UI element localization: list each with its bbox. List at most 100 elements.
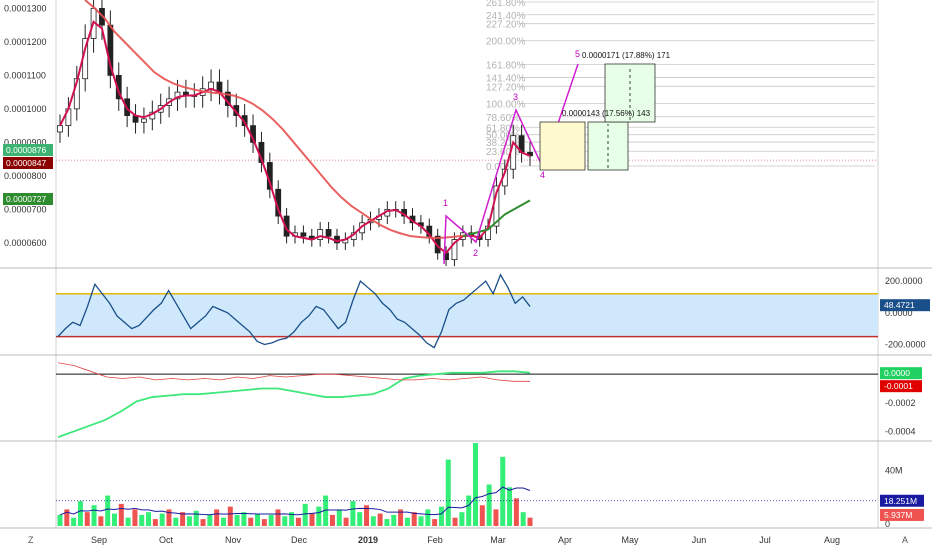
volume-bar	[146, 512, 152, 526]
volume-bar	[159, 513, 165, 526]
dir-y-tick: -0.0004	[885, 426, 916, 436]
candle-body	[174, 91, 181, 100]
volume-bar	[500, 456, 506, 526]
volume-bar	[418, 516, 424, 526]
volume-bar	[357, 512, 363, 526]
volume-bar	[398, 509, 404, 526]
volume-bar	[452, 517, 458, 526]
x-axis-tick: Sep	[91, 535, 107, 545]
candle-body	[317, 229, 324, 240]
x-axis-tick: Nov	[225, 535, 242, 545]
volume-bar	[139, 514, 145, 526]
fib-level-label: 100.00%	[486, 99, 526, 110]
volume-bar	[200, 519, 206, 526]
volume-bar	[438, 506, 444, 526]
vol-y-tick: 40M	[885, 466, 903, 476]
volume-bar	[459, 512, 465, 526]
volume-bar	[91, 505, 97, 526]
volume-bar	[166, 509, 172, 526]
x-axis-tick: Feb	[427, 535, 443, 545]
fib-level-label: 241.40%	[486, 11, 526, 22]
oscillator-panel: 200.0000 0.0000 -200.0000 48.4721	[56, 273, 930, 349]
candle-body	[325, 229, 332, 237]
candle-body	[283, 215, 290, 237]
osc-y-tick: 0.0000	[885, 308, 913, 318]
x-axis-tick: Oct	[159, 535, 174, 545]
green-ma-line	[462, 199, 531, 238]
oscillator-band-fill	[56, 293, 878, 337]
axes: Sep Oct Nov Dec 2019 Feb Mar Apr May Jun Jul Aug	[91, 535, 840, 545]
volume-bar	[309, 513, 315, 526]
x-axis-tick: Aug	[824, 535, 840, 545]
volume-bar	[180, 512, 186, 526]
volume-bar	[520, 512, 526, 526]
volume-bar	[377, 513, 383, 526]
price-marker-label: 0.0000727	[6, 194, 46, 204]
volume-bar	[513, 498, 519, 526]
x-axis-tick: Dec	[291, 535, 308, 545]
volume-bar	[282, 516, 288, 526]
dir-plus-label: 0.0000	[884, 368, 910, 378]
price-y-tick: 0.0000900	[4, 137, 47, 147]
vol-ma-badge	[880, 494, 924, 507]
volume-bar	[105, 495, 111, 526]
fib-level-label: 127.20%	[486, 82, 526, 93]
candle-body	[57, 125, 63, 133]
volume-bar	[64, 509, 70, 526]
volume-bar	[193, 510, 199, 526]
price-marker-label: 0.0000876	[6, 145, 46, 155]
dir-minus-badge	[880, 380, 922, 393]
volume-bar	[98, 516, 104, 526]
wave-label: 4	[540, 170, 545, 180]
x-axis-tick: Jun	[692, 535, 707, 545]
volume-bar	[186, 516, 192, 526]
volume-bar	[152, 519, 158, 526]
price-marker-label: 0.0000847	[6, 158, 46, 168]
fib-level-label: 141.40%	[486, 73, 526, 84]
volume-bar	[323, 495, 329, 526]
price-y-tick: 0.0001100	[4, 70, 46, 80]
wave-label: 1	[443, 198, 448, 208]
volume-bar	[432, 519, 438, 526]
volume-bar	[411, 512, 417, 526]
volume-bar	[425, 509, 431, 526]
corner-left-label[interactable]: Z	[28, 535, 34, 545]
volume-bar	[125, 517, 131, 526]
volume-bar	[261, 519, 267, 526]
fib-level-label: 78.60%	[486, 113, 520, 124]
candle-body	[451, 239, 458, 261]
dir-minus-label: -0.0001	[884, 381, 913, 391]
osc-y-tick: 200.0000	[885, 276, 923, 286]
volume-bar	[118, 503, 124, 526]
candle-body	[300, 232, 307, 237]
volume-bar	[289, 512, 295, 526]
price-y-tick: 0.0001000	[4, 104, 47, 114]
volume-bar	[71, 517, 77, 526]
price-y-tick: 0.0000800	[4, 171, 47, 181]
volume-bar	[173, 517, 179, 526]
volume-bar	[493, 509, 499, 526]
fib-level-label: 38.20%	[486, 138, 520, 149]
volume-ma-line	[59, 486, 531, 516]
volume-bar	[241, 512, 247, 526]
directional-panel: 0.0000 -0.0001 -0.0002 -0.0004	[56, 362, 922, 438]
volume-bar	[404, 517, 410, 526]
fib-level-label: 50.00%	[486, 131, 520, 142]
oscillator-line	[57, 273, 531, 349]
corner-right-label[interactable]: A	[902, 535, 908, 545]
volume-bar	[479, 505, 485, 526]
x-axis-tick: Mar	[490, 535, 506, 545]
price-panel: 0.0001300 0.0001200 0.0001100 0.0001000 0.00…	[3, 0, 878, 267]
volume-bar	[316, 506, 322, 526]
dir-y-tick: -0.0002	[885, 398, 916, 408]
x-axis-tick: May	[621, 535, 639, 545]
volume-bar	[268, 514, 274, 526]
vol-ma-label: 18.251M	[884, 496, 917, 506]
volume-bar	[227, 506, 233, 526]
price-marker-badge	[3, 193, 53, 205]
slow-ma-line	[84, 0, 471, 239]
volume-bar	[445, 459, 451, 526]
volume-bar	[295, 517, 301, 526]
